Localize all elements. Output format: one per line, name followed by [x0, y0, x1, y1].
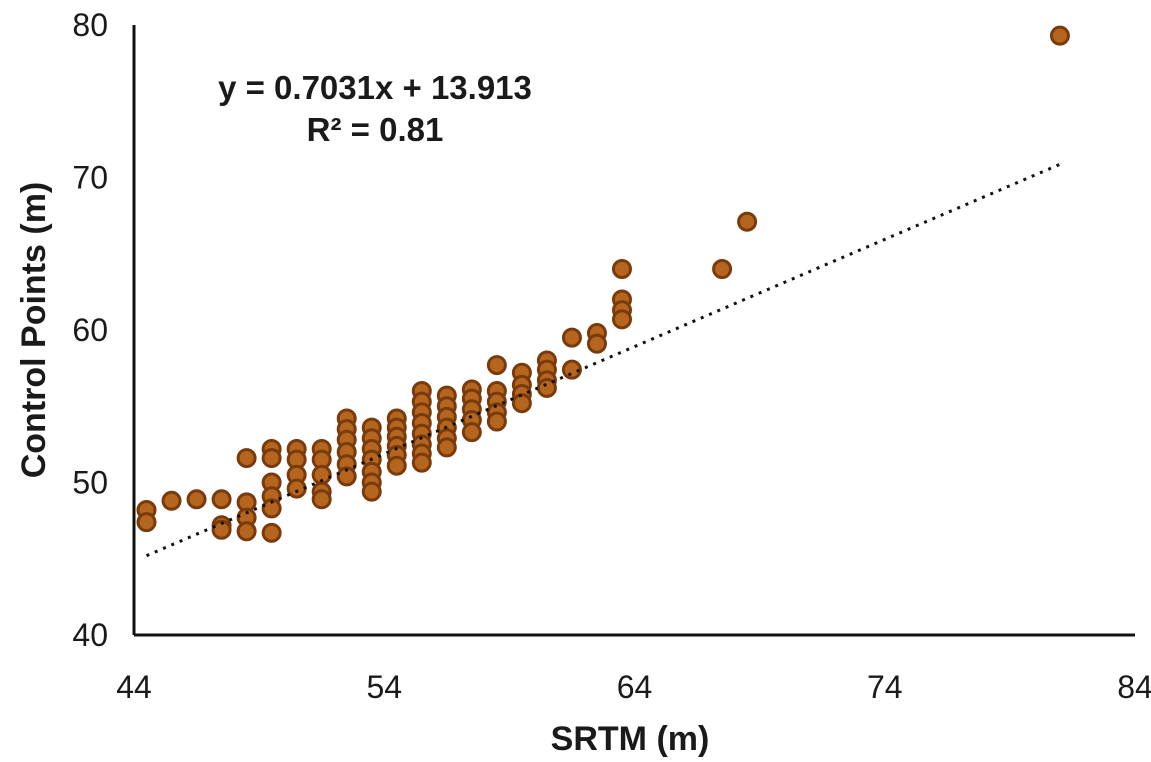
trendline — [145, 162, 1061, 558]
x-tick-label: 84 — [1117, 669, 1151, 705]
data-point — [161, 490, 182, 511]
data-point — [211, 519, 232, 540]
data-point — [361, 481, 382, 502]
y-tick-label: 60 — [72, 312, 108, 348]
data-point — [236, 448, 257, 469]
data-point — [211, 489, 232, 510]
data-point — [261, 448, 282, 469]
data-point — [611, 259, 632, 279]
data-point — [286, 478, 307, 499]
y-tick-labels: 40 50 60 70 80 — [72, 7, 108, 653]
data-point — [611, 309, 632, 330]
data-point — [1049, 25, 1070, 46]
data-point — [336, 466, 357, 487]
data-point — [561, 359, 582, 380]
trendline-equation: y = 0.7031x + 13.913 — [218, 69, 532, 106]
data-point — [511, 393, 532, 414]
data-point — [712, 259, 733, 279]
data-point — [261, 498, 282, 519]
y-tick-label: 40 — [72, 617, 108, 653]
x-tick-labels: 44 54 64 74 84 — [116, 669, 1151, 705]
data-point — [261, 522, 282, 543]
data-point — [236, 521, 257, 542]
x-tick-label: 54 — [366, 669, 402, 705]
data-point — [436, 437, 457, 458]
data-point — [486, 411, 507, 432]
data-point — [586, 333, 607, 354]
data-points — [136, 25, 1070, 543]
data-point — [411, 452, 432, 473]
x-tick-label: 64 — [617, 669, 653, 705]
data-point — [561, 327, 582, 348]
data-point — [737, 211, 758, 232]
data-point — [461, 422, 482, 443]
x-tick-label: 74 — [867, 669, 903, 705]
data-point — [536, 377, 557, 398]
y-tick-label: 80 — [72, 7, 108, 43]
data-point — [186, 489, 207, 510]
data-point — [386, 455, 407, 476]
data-point — [311, 489, 332, 510]
x-axis-title: SRTM (m) — [551, 720, 710, 758]
y-tick-label: 70 — [72, 160, 108, 196]
data-point — [136, 512, 157, 533]
x-tick-label: 44 — [116, 669, 152, 705]
y-tick-label: 50 — [72, 465, 108, 501]
r-squared-label: R² = 0.81 — [307, 111, 444, 148]
y-axis-title: Control Points (m) — [15, 182, 53, 479]
data-point — [486, 355, 507, 376]
